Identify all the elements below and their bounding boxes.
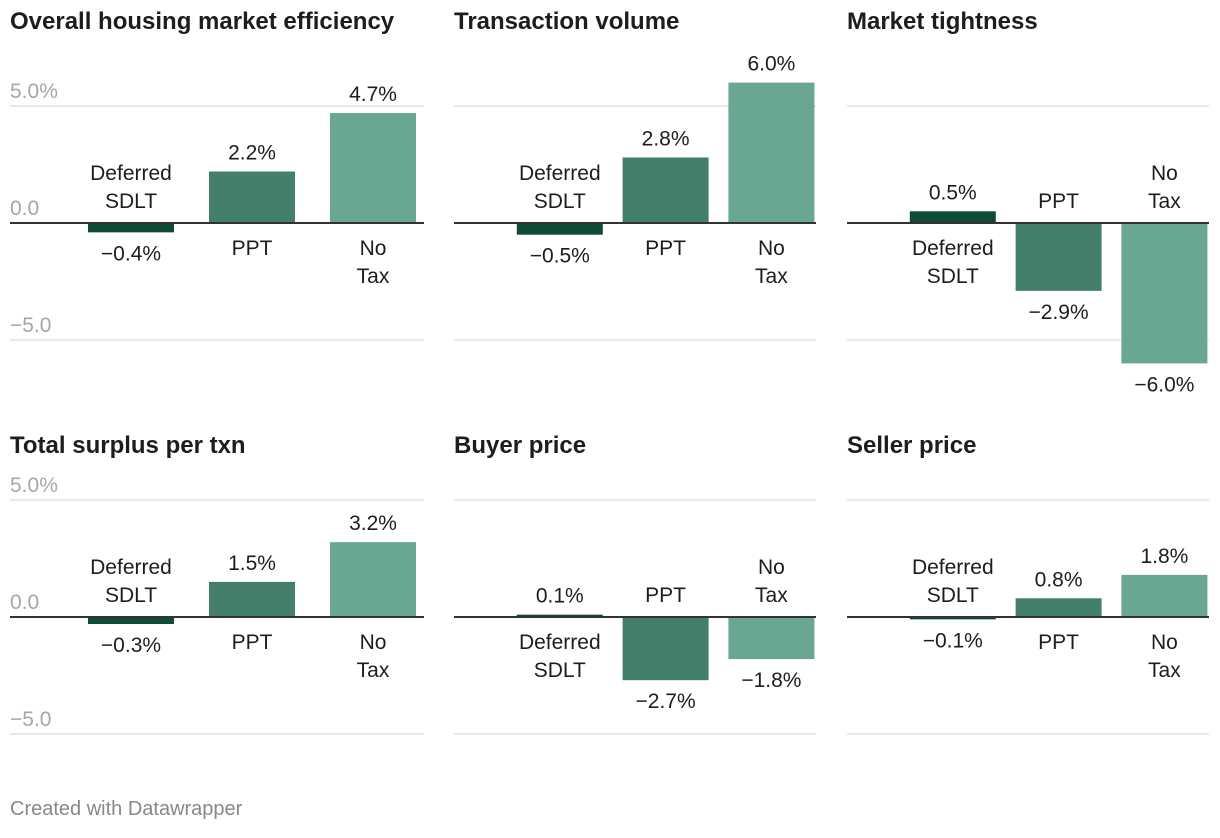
y-tick-label: 0.0 <box>10 197 39 220</box>
category-label: No <box>360 237 387 260</box>
chart-title-overall-housing-market-efficiency: Overall housing market efficiency <box>10 8 395 35</box>
category-label: SDLT <box>105 584 157 607</box>
category-label: SDLT <box>105 190 157 213</box>
category-label: SDLT <box>534 190 586 213</box>
chart-title-seller-price: Seller price <box>847 432 977 459</box>
category-label: No <box>758 237 785 260</box>
data-label: −0.1% <box>923 629 983 652</box>
category-label: No <box>1151 631 1178 654</box>
y-tick-label: 0.0 <box>10 591 39 614</box>
data-label: −2.7% <box>636 690 696 713</box>
data-label: −6.0% <box>1134 373 1194 396</box>
chart-title-total-surplus-per-txn: Total surplus per txn <box>10 432 246 459</box>
chart-market-tightness: 0.5% Deferred SDLT −2.9% PPT −6.0% No Tax <box>847 105 1209 396</box>
y-tick-label: −5.0 <box>10 314 51 337</box>
bar-ppt <box>209 581 295 617</box>
category-label: Deferred <box>912 556 994 579</box>
bar-deferred-sdlt <box>88 223 174 233</box>
category-label: Deferred <box>90 556 172 579</box>
data-label: −0.4% <box>101 242 161 265</box>
chart-title-transaction-volume: Transaction volume <box>454 8 680 35</box>
category-label: Deferred <box>912 237 994 260</box>
chart-title-market-tightness: Market tightness <box>847 8 1038 35</box>
chart-buyer-price: 0.1% Deferred SDLT −2.7% PPT −1.8% No Tax <box>454 499 816 735</box>
y-tick-label: 5.0% <box>10 474 58 497</box>
bar-no-tax <box>330 542 416 617</box>
chart-seller-price: −0.1% Deferred SDLT 0.8% PPT 1.8% No Tax <box>847 499 1209 735</box>
chart-transaction-volume: −0.5% Deferred SDLT 2.8% PPT 6.0% No Tax <box>454 53 816 341</box>
category-label: PPT <box>1038 190 1079 213</box>
bar-no-tax <box>330 113 416 223</box>
data-label: −1.8% <box>741 669 801 692</box>
category-label: PPT <box>645 237 686 260</box>
chart-overall-housing-market-efficiency: 5.0% 0.0 −5.0 −0.4% Deferred SDLT 2.2% PPT 4.7% N… <box>10 80 424 341</box>
bar-deferred-sdlt <box>516 614 603 617</box>
category-label: SDLT <box>534 659 586 682</box>
bar-no-tax <box>728 82 815 223</box>
category-label: PPT <box>232 631 273 654</box>
bar-deferred-sdlt <box>909 211 996 223</box>
category-label: Deferred <box>519 162 601 185</box>
category-label: Deferred <box>90 162 172 185</box>
bar-ppt <box>1015 223 1102 291</box>
bar-deferred-sdlt <box>909 617 996 620</box>
data-label: 3.2% <box>349 512 397 535</box>
category-label: Tax <box>1148 659 1181 682</box>
data-label: 2.2% <box>228 142 276 165</box>
data-label: 6.0% <box>747 53 795 76</box>
category-label: Tax <box>755 584 788 607</box>
chart-title-buyer-price: Buyer price <box>454 432 587 459</box>
data-label: 0.8% <box>1035 568 1083 591</box>
category-label: SDLT <box>927 265 979 288</box>
category-label: Tax <box>1148 190 1181 213</box>
category-label: Tax <box>357 265 390 288</box>
chart-total-surplus-per-txn: 5.0% 0.0 −5.0 −0.3% Deferred SDLT 1.5% PPT 3.2% N… <box>10 474 424 735</box>
data-label: 4.7% <box>349 83 397 106</box>
bar-no-tax <box>1121 574 1208 617</box>
data-label: −0.5% <box>530 245 590 268</box>
category-label: PPT <box>232 237 273 260</box>
bar-no-tax <box>1121 223 1208 364</box>
data-label: −2.9% <box>1029 301 1089 324</box>
bar-ppt <box>622 617 709 681</box>
y-tick-label: 5.0% <box>10 80 58 103</box>
category-label: SDLT <box>927 584 979 607</box>
datawrapper-credit: Created with Datawrapper <box>10 798 243 820</box>
category-label: No <box>1151 162 1178 185</box>
category-label: Deferred <box>519 631 601 654</box>
data-label: 0.1% <box>536 585 584 608</box>
bar-deferred-sdlt <box>516 223 603 235</box>
category-label: No <box>758 556 785 579</box>
category-label: Tax <box>357 659 390 682</box>
category-label: PPT <box>645 584 686 607</box>
y-tick-label: −5.0 <box>10 708 51 731</box>
bar-ppt <box>1015 598 1102 617</box>
category-label: No <box>360 631 387 654</box>
category-label: PPT <box>1038 631 1079 654</box>
data-label: 0.5% <box>929 181 977 204</box>
category-label: Tax <box>755 265 788 288</box>
data-label: −0.3% <box>101 634 161 657</box>
data-label: 2.8% <box>642 127 690 150</box>
bar-ppt <box>209 171 295 223</box>
bar-no-tax <box>728 617 815 660</box>
bar-deferred-sdlt <box>88 617 174 625</box>
bar-ppt <box>622 157 709 223</box>
data-label: 1.8% <box>1140 545 1188 568</box>
data-label: 1.5% <box>228 552 276 575</box>
